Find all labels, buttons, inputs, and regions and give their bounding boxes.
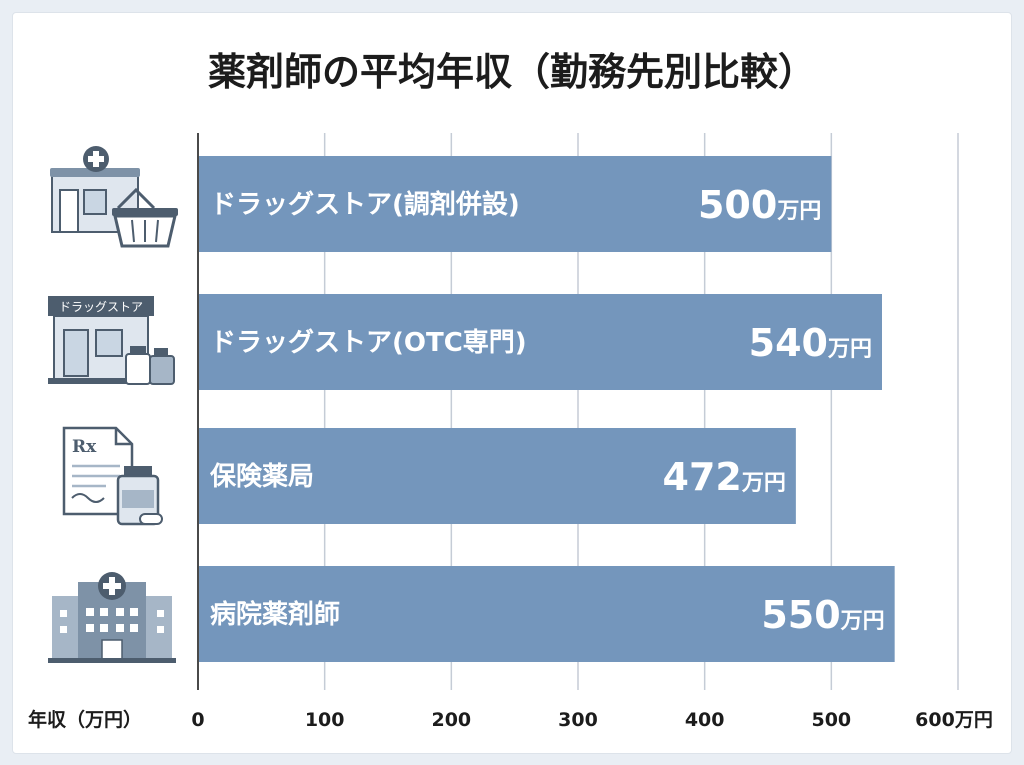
bar-category-label: 保険薬局	[209, 461, 314, 492]
bar-value-unit: 万円	[776, 199, 821, 224]
bar	[198, 428, 796, 524]
bar	[198, 156, 832, 252]
hospital-icon	[48, 572, 176, 663]
x-tick-label: 300	[558, 709, 598, 731]
bar-value-number: 472	[663, 455, 742, 499]
bar-value-label: 540万円	[749, 321, 872, 365]
bar-value-unit: 万円	[840, 609, 885, 634]
bar	[198, 566, 895, 662]
bar-category-label: 病院薬剤師	[210, 599, 340, 630]
bar-value-number: 540	[749, 321, 828, 365]
bar-value-number: 500	[698, 183, 777, 227]
x-tick-label: 600万円	[915, 709, 993, 731]
drugstore-sign-text: ドラッグストア	[59, 300, 143, 314]
bar-value-number: 550	[761, 593, 840, 637]
bar-category-label: ドラッグストア(OTC専門)	[210, 328, 527, 358]
bar-value-label: 472万円	[663, 455, 786, 499]
x-tick-label: 400	[685, 709, 725, 731]
bar-value-unit: 万円	[741, 471, 786, 496]
x-axis-title: 年収（万円）	[28, 708, 142, 731]
x-tick-label: 0	[191, 709, 204, 731]
x-tick-label: 200	[431, 709, 471, 731]
x-tick-label: 100	[305, 709, 345, 731]
bar-value-unit: 万円	[827, 337, 872, 362]
drugstore-basket-icon	[50, 146, 178, 248]
drugstore-sign-icon: ドラッグストア	[48, 296, 175, 385]
chart-title: 薬剤師の平均年収（勤務先別比較）	[207, 50, 816, 94]
bar-category-label: ドラッグストア(調剤併設)	[210, 189, 520, 220]
x-axis: 0 100 200 300 400 500 600万円 年収（万円）	[28, 133, 993, 731]
x-tick-label: 500	[811, 709, 851, 731]
rx-text: Rx	[72, 437, 97, 457]
bar	[198, 294, 882, 390]
prescription-bottle-icon: Rx	[62, 426, 163, 526]
bar-value-label: 500万円	[698, 183, 821, 227]
bar-value-label: 550万円	[761, 593, 884, 637]
